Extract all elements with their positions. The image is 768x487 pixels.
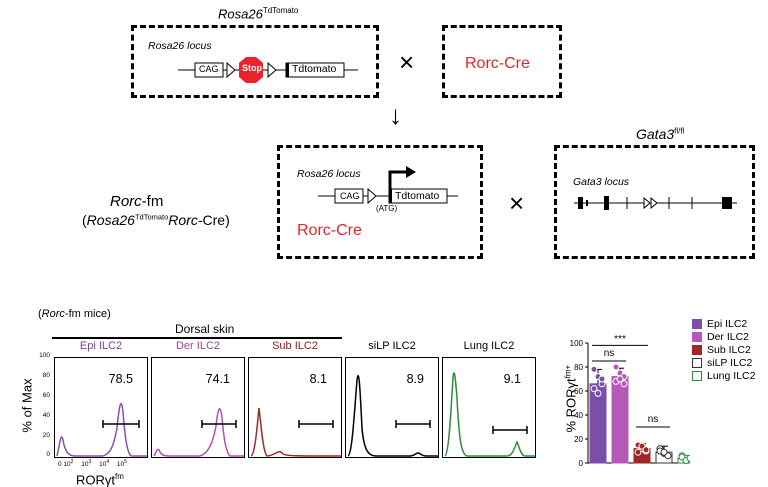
rorc-fm-genotype: (Rosa26TdTomatoRorc-Cre): [82, 212, 230, 228]
panel-title-epi: Epi ILC2: [79, 340, 123, 352]
panel-title-sub: Sub ILC2: [272, 340, 318, 352]
rorc-fm-construct: [318, 166, 458, 205]
legend-item-silp: siLP ILC2: [692, 357, 752, 369]
gate-percentage: 9.1: [503, 372, 521, 386]
loxp-site: [367, 187, 377, 205]
stop-sign-icon: [239, 57, 263, 83]
cag-label: CAG: [199, 64, 219, 74]
rorc-fm-title: Rorc-fm: [110, 193, 164, 210]
dorsal-skin-label: Dorsal skin: [175, 322, 235, 336]
mice-label: (Rorc-fm mice): [38, 308, 111, 320]
sig-label: ns: [648, 414, 659, 425]
y-tick-label: 0: [579, 459, 584, 468]
rosa26-stop-construct: [178, 57, 358, 83]
tdtomato-label-2: Tdtomato: [395, 190, 440, 202]
data-point: [686, 454, 690, 462]
histogram-curve: [56, 403, 147, 457]
gate-percentage: 74.1: [205, 372, 230, 386]
loxp-site-right: [267, 61, 277, 79]
gata3-locus-label: Gata3 locus: [573, 176, 630, 188]
legend-swatch: [692, 319, 702, 329]
y-tick-label: 100: [570, 339, 584, 348]
gata3-title: Gata3fl/fl: [636, 126, 685, 142]
gata3-locus-diagram: [574, 196, 737, 210]
data-point: [590, 385, 598, 393]
data-point: [642, 446, 650, 454]
cag-promoter: [194, 62, 224, 78]
data-point: [616, 375, 624, 383]
legend-item-lung: Lung ILC2: [692, 370, 755, 382]
histogram-curve: [250, 407, 342, 457]
bar-chart: 0 20 40 60 80 100 ns ns ***: [570, 334, 690, 468]
panel-title-silp: siLP ILC2: [368, 340, 416, 352]
rosa26-locus-label: Rosa26 locus: [148, 40, 212, 52]
dorsal-skin-bracket: [52, 337, 342, 339]
hist-y-ticks: 100 80 60 40 20 0: [39, 352, 50, 458]
legend-swatch: [692, 345, 702, 355]
legend-item-epi: Epi ILC2: [692, 318, 747, 330]
sig-label: ns: [604, 348, 615, 359]
legend-swatch: [692, 358, 702, 368]
histogram-curve: [444, 372, 535, 457]
gate-percentage: 78.5: [108, 372, 133, 386]
y-tick-label: 80: [574, 363, 583, 372]
rorc-fm-box: [277, 145, 483, 259]
y-tick-label: 40: [574, 411, 583, 420]
legend-item-sub: Sub ILC2: [692, 344, 751, 356]
rorc-cre-label: Rorc-Cre: [465, 55, 530, 72]
legend-item-der: Der ILC2: [692, 331, 749, 343]
data-point: [590, 365, 598, 373]
hist-x-ticks: 0 102 103 104 105: [58, 459, 127, 469]
panel-title-lung: Lung ILC2: [463, 340, 515, 352]
gate-percentage: 8.1: [309, 372, 327, 386]
legend-swatch: [692, 332, 702, 342]
legend-swatch: [692, 371, 702, 381]
tdtomato-label: Tdtomato: [292, 63, 337, 75]
data-point: [660, 448, 668, 456]
gate-percentage: 8.9: [406, 372, 424, 386]
rosa26-stop-box: [131, 25, 379, 98]
loxp-site-left: [226, 61, 236, 79]
histogram-lung: 9.1: [442, 357, 536, 458]
histogram-curve: [153, 408, 244, 457]
data-point: [594, 389, 602, 397]
cross-symbol-2: ×: [509, 188, 525, 218]
gata3-box: [554, 145, 755, 259]
down-arrow-icon: ↓: [389, 100, 402, 130]
stop-label: Stop: [242, 63, 262, 73]
sig-label: ***: [614, 334, 626, 345]
transcription-start-arrow-icon: [388, 170, 408, 189]
rorc-cre-label-2: Rorc-Cre: [297, 222, 362, 239]
histogram-silp: 8.9: [345, 357, 439, 458]
atg-label: (ATG): [376, 204, 398, 213]
rorc-cre-box: [442, 25, 562, 98]
cag-label-2: CAG: [340, 191, 360, 201]
data-point: [620, 380, 628, 388]
histogram-epi: 78.5: [54, 357, 148, 458]
y-tick-label: 20: [574, 435, 583, 444]
data-point: [634, 448, 642, 456]
x-axis-title: RORγtfm: [76, 472, 124, 487]
y-tick-label: 60: [574, 387, 583, 396]
rosa26-locus-label-2: Rosa26 locus: [297, 168, 361, 180]
cross-symbol-1: ×: [399, 47, 415, 77]
histogram-sub: 8.1: [248, 357, 342, 458]
rosa26-tdtomato-title: Rosa26TdTomato: [218, 6, 299, 22]
histogram-curve: [347, 375, 438, 457]
bar: [611, 376, 629, 464]
data-point: [598, 375, 606, 383]
histogram-der: 74.1: [151, 357, 245, 458]
panel-title-der: Der ILC2: [175, 340, 221, 352]
data-point: [612, 363, 620, 371]
